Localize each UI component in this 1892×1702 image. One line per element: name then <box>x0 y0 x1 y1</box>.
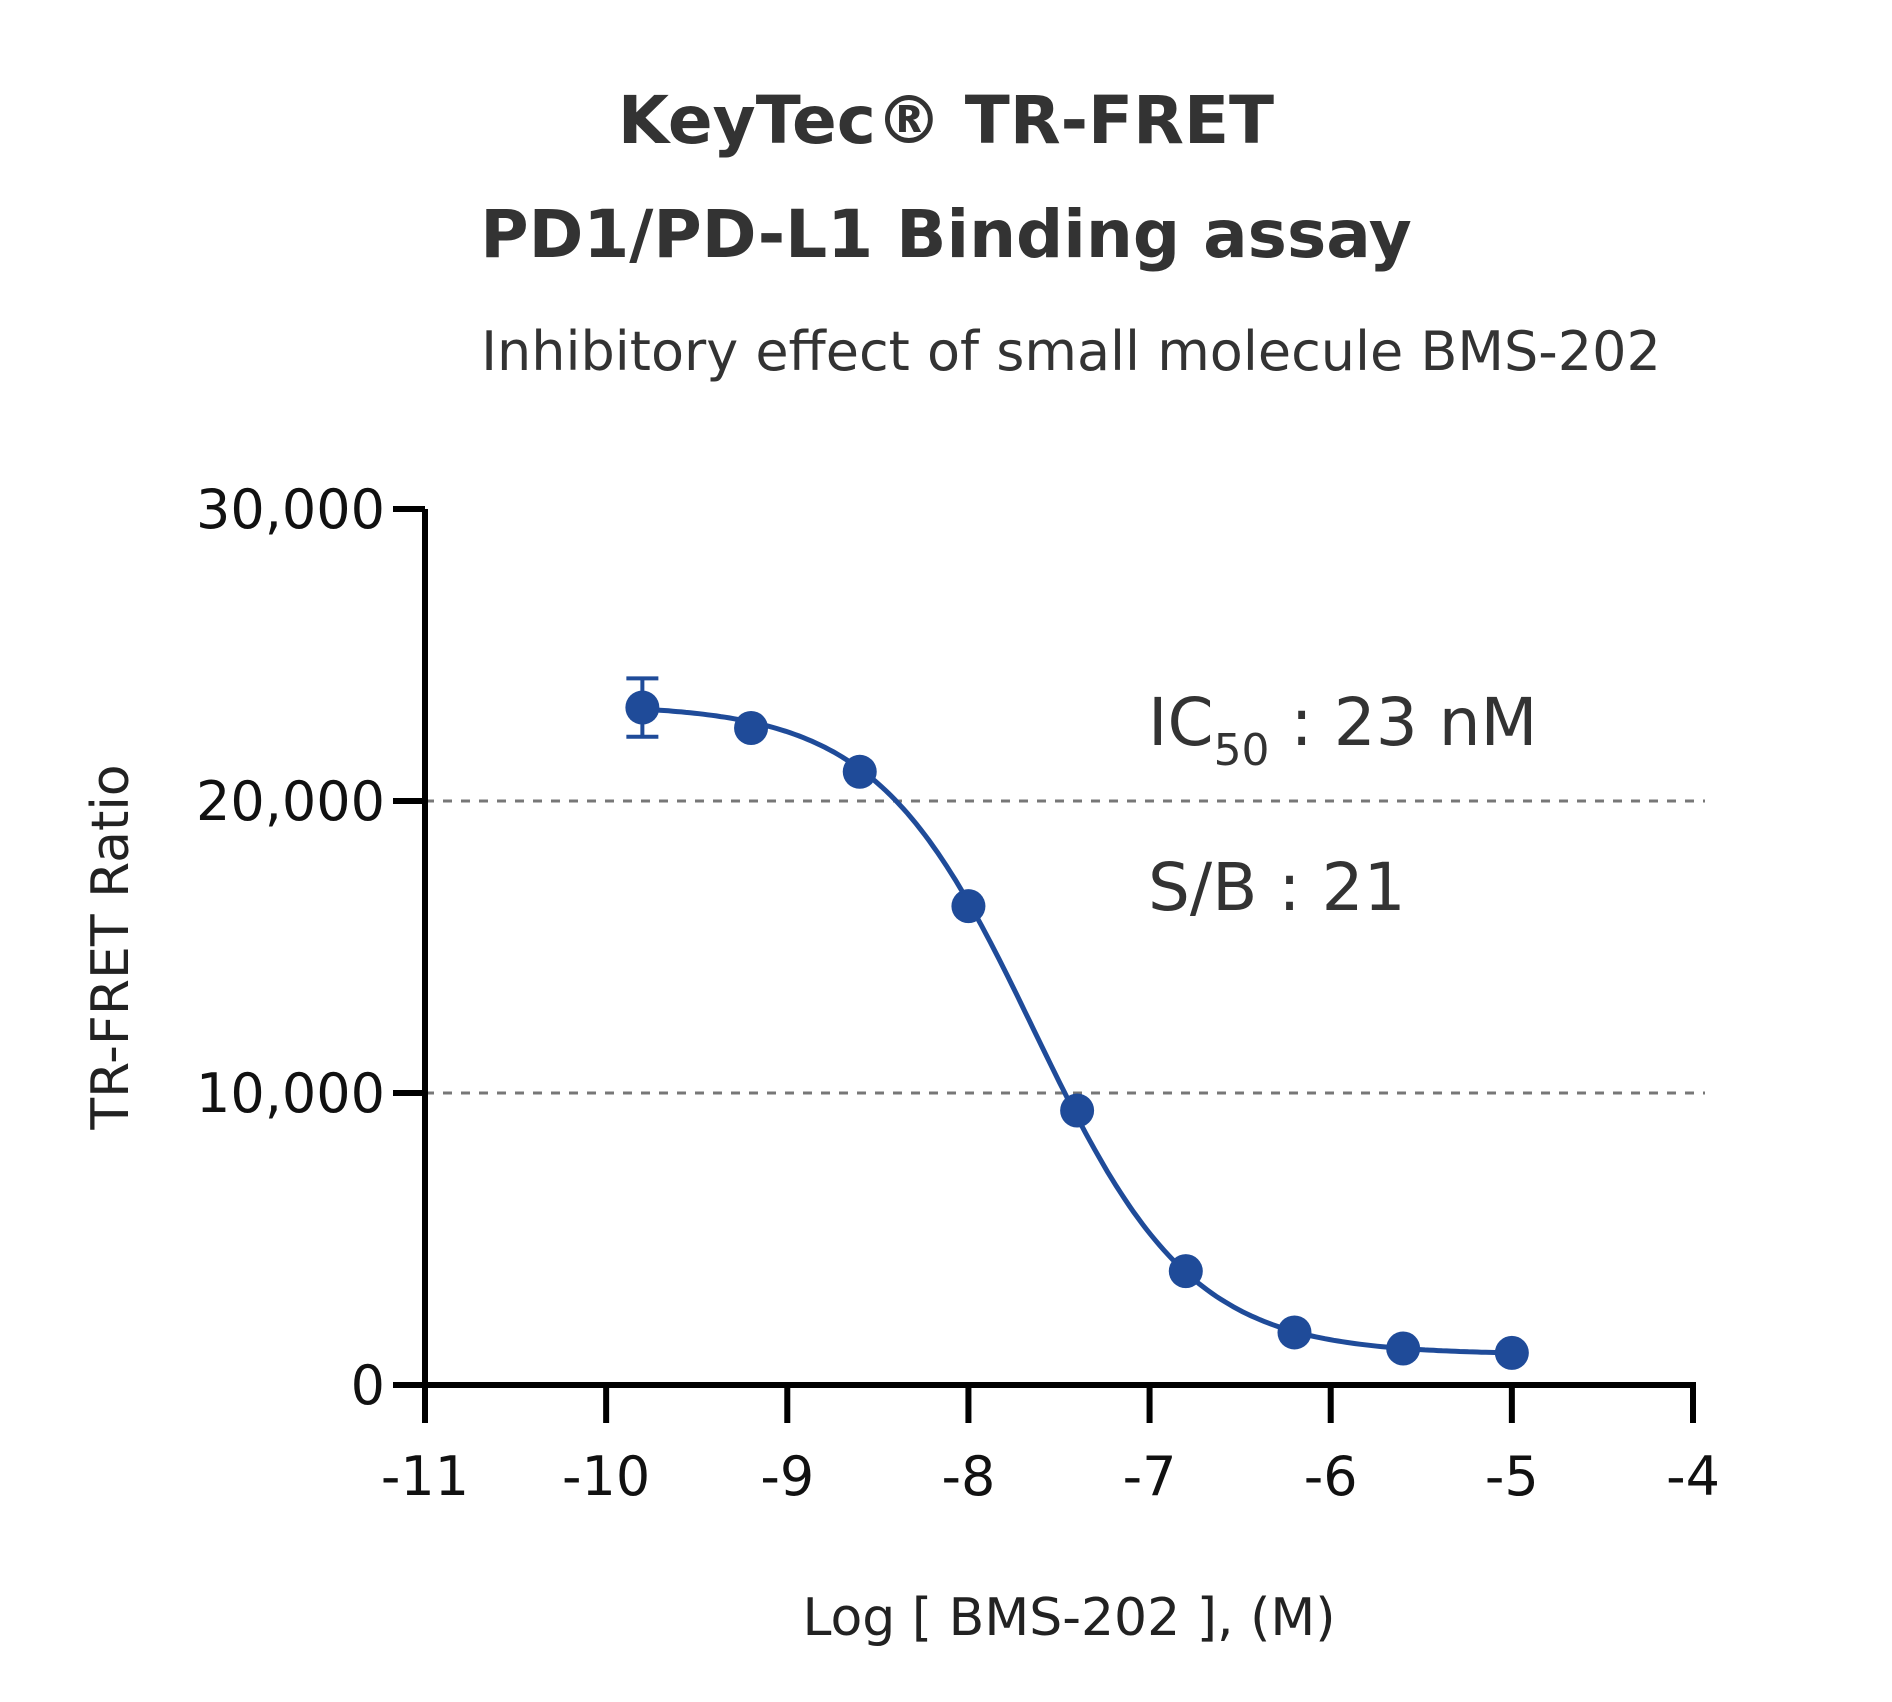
x-tick-label: -6 <box>1304 1445 1358 1508</box>
x-tick-label: -5 <box>1485 1445 1539 1508</box>
chart-subtitle: PD1/PD-L1 Binding assay <box>480 196 1412 273</box>
data-point <box>842 754 877 789</box>
data-point <box>734 711 769 745</box>
x-tick-label: -4 <box>1666 1445 1720 1508</box>
data-point <box>951 889 986 924</box>
data-point <box>1060 1093 1095 1128</box>
data-point <box>1494 1335 1529 1370</box>
data-point <box>1277 1315 1312 1350</box>
data-point <box>625 690 660 725</box>
y-tick-label: 30,000 <box>196 478 385 541</box>
y-tick-label: 10,000 <box>196 1062 385 1125</box>
fit-curve <box>642 706 1512 1356</box>
data-point <box>1386 1331 1421 1366</box>
sb-annotation: S/B : 21 <box>1148 849 1406 926</box>
x-tick-label: -8 <box>942 1445 996 1508</box>
ic50-annotation: IC50 : 23 nM <box>1148 684 1538 776</box>
chart-subtitle-2: Inhibitory effect of small molecule BMS-… <box>481 320 1661 383</box>
data-point <box>1168 1254 1203 1289</box>
y-tick-label: 0 <box>351 1354 385 1417</box>
x-tick-label: -7 <box>1123 1445 1177 1508</box>
x-tick-label: -10 <box>562 1445 650 1508</box>
x-tick-label: -9 <box>760 1445 814 1508</box>
chart-title: KeyTec® TR-FRET <box>617 82 1275 159</box>
y-axis-label: TR-FRET Ratio <box>81 764 141 1130</box>
x-axis-label: Log [ BMS-202 ], (M) <box>802 1588 1335 1648</box>
x-tick-label: -11 <box>381 1445 469 1508</box>
y-tick-label: 20,000 <box>196 770 385 833</box>
